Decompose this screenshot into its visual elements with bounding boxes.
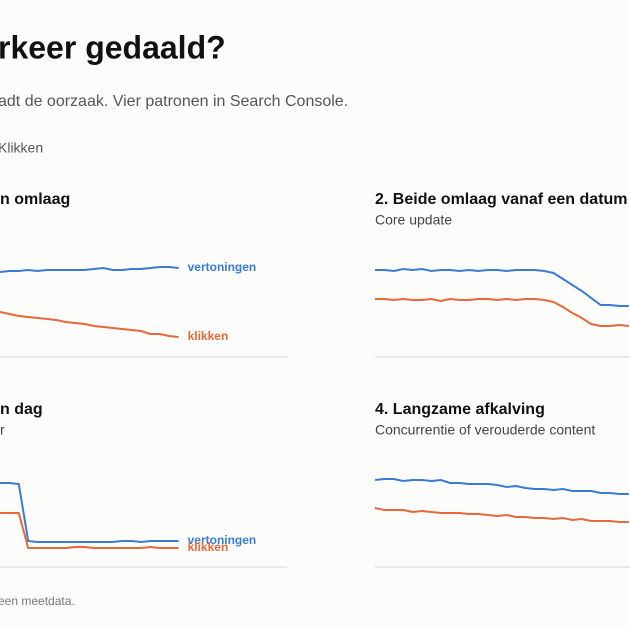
line-series bbox=[374, 478, 629, 495]
legend: Klikken bbox=[0, 140, 43, 156]
line-series bbox=[0, 482, 179, 544]
series-label: vertoningen bbox=[188, 533, 257, 547]
panel-title: 2. Beide omlaag vanaf een datum bbox=[375, 191, 628, 208]
panel-title: n omlaag bbox=[0, 191, 70, 208]
panel-subtitle: Core update bbox=[375, 212, 452, 228]
panel-subtitle: Concurrentie of verouderde content bbox=[375, 422, 595, 438]
page-title: rkeer gedaald? bbox=[0, 29, 226, 65]
panel-title: n dag bbox=[0, 401, 43, 418]
footer: een meetdata. bbox=[0, 594, 75, 608]
series-label: klikken bbox=[188, 329, 229, 343]
line-series bbox=[0, 266, 179, 273]
series-label: klikken bbox=[188, 540, 229, 554]
line-series bbox=[374, 507, 629, 523]
series-label: vertoningen bbox=[188, 260, 257, 274]
line-series bbox=[0, 311, 179, 338]
line-series bbox=[0, 512, 179, 549]
page-subtitle: adt de oorzaak. Vier patronen in Search … bbox=[0, 93, 348, 110]
panel-subtitle: r bbox=[0, 422, 5, 438]
line-series bbox=[375, 297, 629, 327]
panel-title: 4. Langzame afkalving bbox=[375, 401, 545, 418]
line-series bbox=[375, 267, 629, 307]
